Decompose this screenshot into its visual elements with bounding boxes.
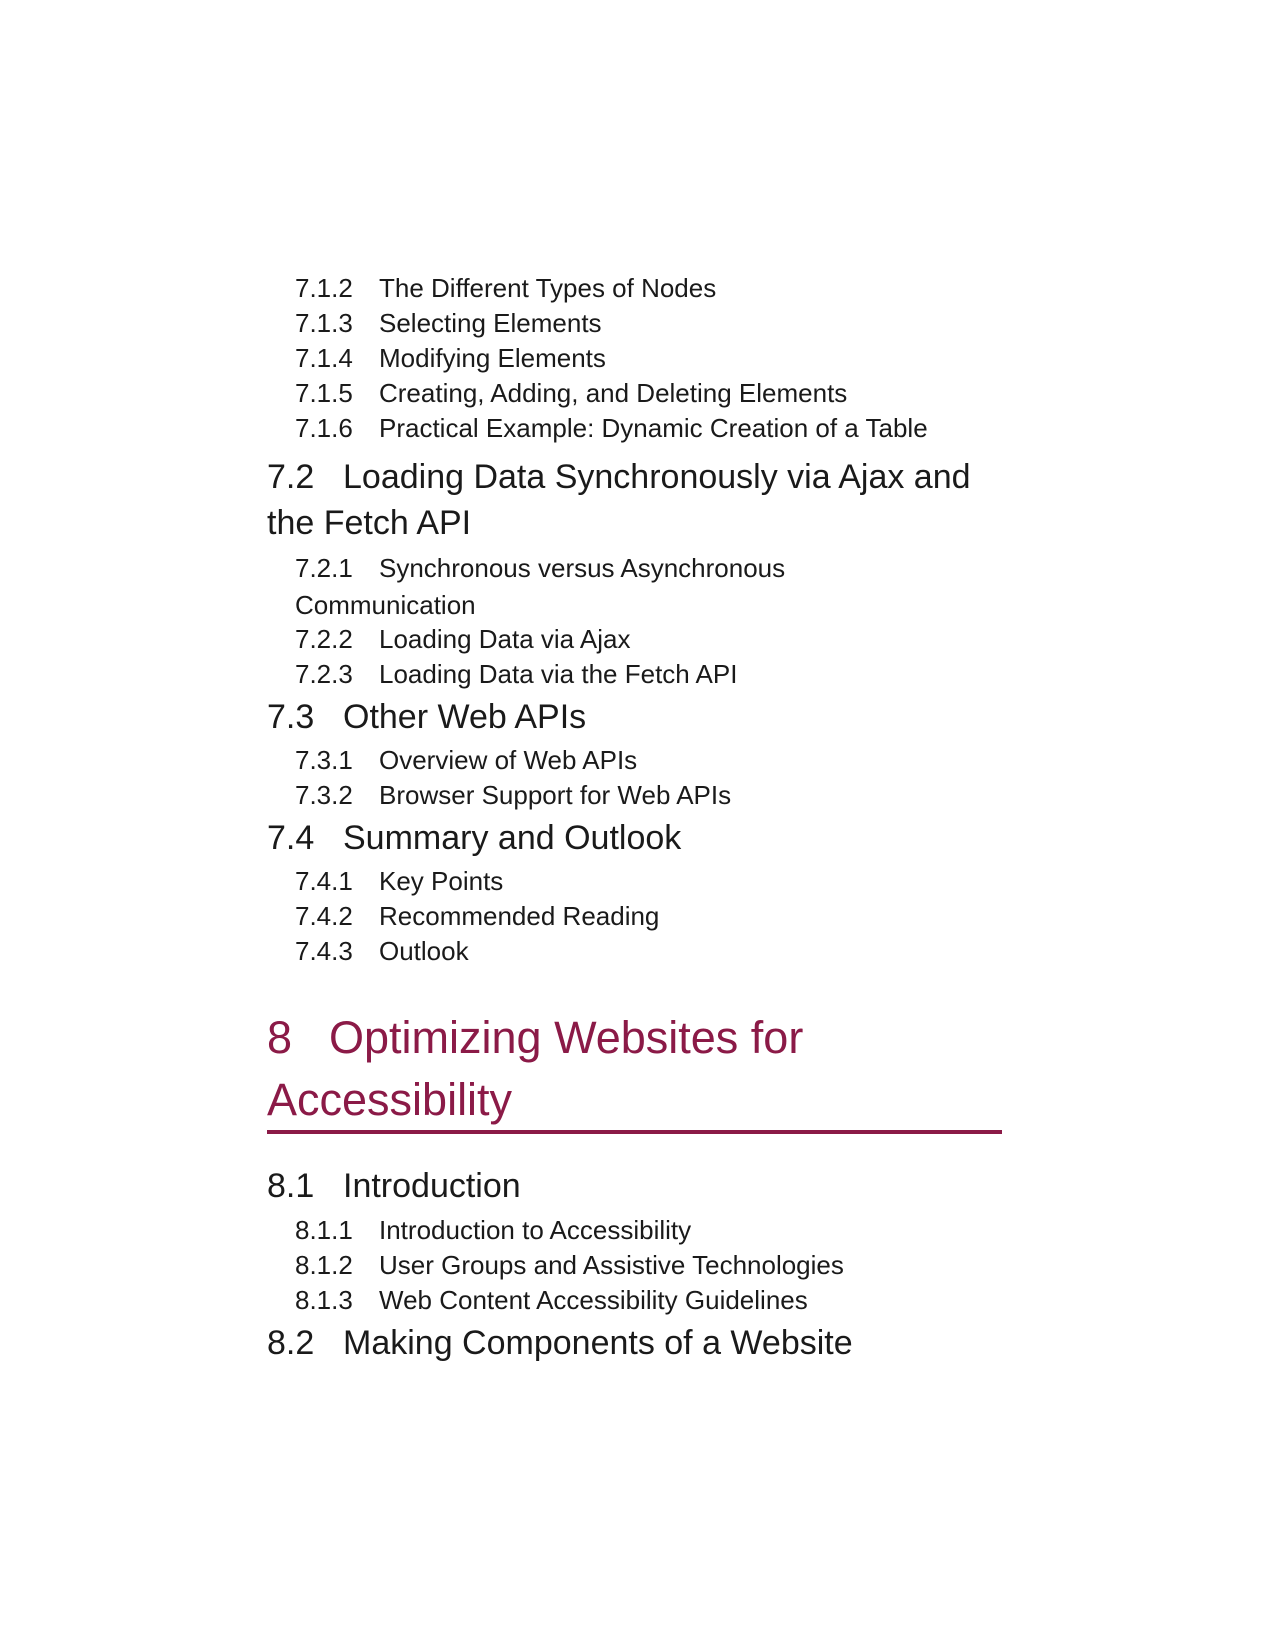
toc-number: 7.3 — [267, 698, 315, 736]
toc-section-7-4[interactable]: 7.4 Summary and Outlook — [267, 815, 681, 861]
toc-title: Making Components of a Website — [343, 1324, 853, 1362]
toc-title: Introduction — [343, 1167, 521, 1205]
toc-number: 7.2.3 — [295, 659, 353, 689]
toc-section-7-2[interactable]: 7.2 Loading Data Synchronously via Ajax a… — [267, 454, 987, 546]
toc-number: 8.1.1 — [295, 1215, 353, 1245]
toc-title: Synchronous versus Asynchronous Communic… — [295, 553, 786, 620]
toc-chapter-number: 8 — [267, 1012, 293, 1063]
toc-number: 8.2 — [267, 1324, 315, 1362]
toc-number: 7.1.3 — [295, 308, 353, 338]
toc-title: Creating, Adding, and Deleting Elements — [379, 378, 848, 408]
toc-section-8-2[interactable]: 8.2 Making Components of a Website — [267, 1320, 853, 1366]
toc-entry-7-1-5[interactable]: 7.1.5 Creating, Adding, and Deleting Elem… — [295, 375, 847, 412]
toc-number: 7.1.2 — [295, 273, 353, 303]
toc-chapter-title: Optimizing Websites for Accessibility — [267, 1012, 804, 1125]
toc-title: Introduction to Accessibility — [379, 1215, 692, 1245]
toc-title: Summary and Outlook — [343, 819, 682, 857]
toc-entry-7-4-3[interactable]: 7.4.3 Outlook — [295, 933, 469, 970]
toc-number: 7.1.5 — [295, 378, 353, 408]
toc-number: 8.1.3 — [295, 1285, 353, 1315]
toc-number: 7.1.6 — [295, 413, 353, 443]
toc-number: 7.1.4 — [295, 343, 353, 373]
toc-chapter-8[interactable]: 8 Optimizing Websites for Accessibility — [267, 1007, 1002, 1131]
toc-title: Browser Support for Web APIs — [379, 780, 732, 810]
toc-entry-7-4-1[interactable]: 7.4.1 Key Points — [295, 863, 503, 900]
toc-entry-7-1-4[interactable]: 7.1.4 Modifying Elements — [295, 340, 606, 377]
toc-number: 7.4 — [267, 819, 315, 857]
toc-title: User Groups and Assistive Technologies — [379, 1250, 844, 1280]
toc-entry-8-1-1[interactable]: 8.1.1 Introduction to Accessibility — [295, 1212, 691, 1249]
toc-number: 7.4.2 — [295, 901, 353, 931]
toc-title: Selecting Elements — [379, 308, 602, 338]
toc-entry-8-1-3[interactable]: 8.1.3 Web Content Accessibility Guideline… — [295, 1282, 808, 1319]
toc-title: Loading Data via Ajax — [379, 624, 631, 654]
toc-entry-7-4-2[interactable]: 7.4.2 Recommended Reading — [295, 898, 659, 935]
toc-entry-7-3-2[interactable]: 7.3.2 Browser Support for Web APIs — [295, 777, 731, 814]
toc-number: 7.4.1 — [295, 866, 353, 896]
toc-entry-7-1-6[interactable]: 7.1.6 Practical Example: Dynamic Creation… — [295, 410, 928, 447]
toc-title: Loading Data via the Fetch API — [379, 659, 738, 689]
toc-title: Practical Example: Dynamic Creation of a… — [379, 413, 928, 443]
toc-number: 8.1.2 — [295, 1250, 353, 1280]
toc-number: 8.1 — [267, 1167, 315, 1205]
toc-number: 7.2.1 — [295, 553, 353, 583]
toc-title: Other Web APIs — [343, 698, 587, 736]
toc-title: Outlook — [379, 936, 469, 966]
toc-title: Loading Data Synchronously via Ajax and … — [267, 458, 971, 542]
toc-number: 7.4.3 — [295, 936, 353, 966]
toc-entry-7-1-3[interactable]: 7.1.3 Selecting Elements — [295, 305, 602, 342]
toc-number: 7.2 — [267, 458, 315, 496]
toc-entry-8-1-2[interactable]: 8.1.2 User Groups and Assistive Technolog… — [295, 1247, 844, 1284]
toc-number: 7.3.2 — [295, 780, 353, 810]
toc-section-8-1[interactable]: 8.1 Introduction — [267, 1163, 521, 1209]
toc-title: Modifying Elements — [379, 343, 606, 373]
toc-title: Recommended Reading — [379, 901, 660, 931]
chapter-divider — [267, 1130, 1002, 1134]
toc-number: 7.3.1 — [295, 745, 353, 775]
toc-section-7-3[interactable]: 7.3 Other Web APIs — [267, 694, 586, 740]
toc-entry-7-2-2[interactable]: 7.2.2 Loading Data via Ajax — [295, 621, 631, 658]
toc-title: Overview of Web APIs — [379, 745, 638, 775]
toc-title: Key Points — [379, 866, 504, 896]
toc-entry-7-2-1[interactable]: 7.2.1 Synchronous versus Asynchronous Com… — [295, 550, 855, 624]
toc-title: Web Content Accessibility Guidelines — [379, 1285, 808, 1315]
toc-entry-7-2-3[interactable]: 7.2.3 Loading Data via the Fetch API — [295, 656, 737, 693]
toc-entry-7-1-2[interactable]: 7.1.2 The Different Types of Nodes — [295, 270, 716, 307]
toc-number: 7.2.2 — [295, 624, 353, 654]
toc-entry-7-3-1[interactable]: 7.3.1 Overview of Web APIs — [295, 742, 637, 779]
toc-title: The Different Types of Nodes — [379, 273, 717, 303]
